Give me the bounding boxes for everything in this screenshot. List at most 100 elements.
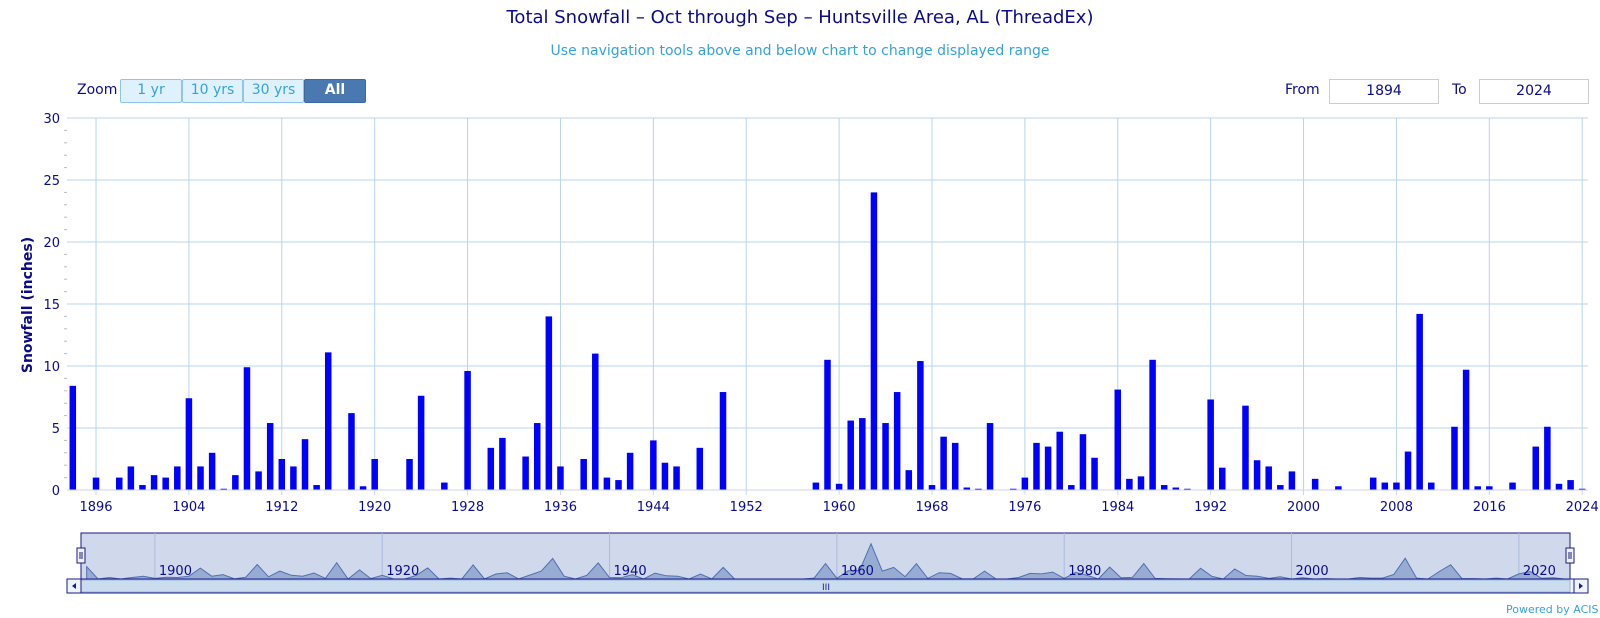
bar bbox=[1335, 486, 1342, 490]
bar bbox=[1207, 399, 1214, 490]
zoom-30yrs-button[interactable]: 30 yrs bbox=[243, 79, 304, 103]
y-axis-title: Snowfall (inches) bbox=[20, 237, 36, 373]
x-tick-label: 1920 bbox=[358, 500, 391, 515]
bar bbox=[1091, 457, 1098, 490]
x-tick-label: 1968 bbox=[915, 500, 948, 515]
scrollbar[interactable]: III bbox=[66, 578, 1589, 594]
bar bbox=[1555, 483, 1563, 490]
navigator[interactable]: 1900 1920 1940 1960 1980 2000 2020 bbox=[67, 532, 1588, 580]
bar bbox=[150, 475, 158, 490]
bar bbox=[1486, 486, 1493, 490]
bar bbox=[673, 466, 680, 490]
bar bbox=[1567, 480, 1574, 490]
bar bbox=[1578, 488, 1586, 490]
bar bbox=[1393, 482, 1400, 490]
bar bbox=[301, 439, 309, 490]
navigator-tick-labels: 1900 1920 1940 1960 1980 2000 2020 bbox=[159, 564, 1556, 579]
bar bbox=[719, 392, 727, 490]
bar bbox=[928, 485, 936, 490]
bar bbox=[1509, 482, 1516, 490]
bar bbox=[1044, 446, 1052, 490]
bar bbox=[1056, 431, 1063, 490]
bar bbox=[1160, 485, 1168, 490]
bar bbox=[371, 459, 378, 490]
bar bbox=[533, 423, 541, 490]
bar-series bbox=[69, 192, 1586, 490]
bar bbox=[174, 466, 181, 490]
navigator-left-handle[interactable] bbox=[76, 547, 86, 564]
bar bbox=[1369, 477, 1377, 490]
bar bbox=[1219, 467, 1226, 490]
zoom-1yr-button[interactable]: 1 yr bbox=[120, 79, 182, 103]
bar bbox=[1114, 389, 1122, 490]
x-tick-label: 1976 bbox=[1008, 500, 1041, 515]
bar bbox=[522, 456, 529, 490]
bar bbox=[1428, 482, 1435, 490]
bar bbox=[812, 482, 820, 490]
zoom-10yrs-button[interactable]: 10 yrs bbox=[182, 79, 243, 103]
bar bbox=[1137, 476, 1145, 490]
bar bbox=[278, 459, 286, 490]
navigator-tick-label: 1900 bbox=[159, 564, 192, 579]
range-to-input[interactable]: 2024 bbox=[1479, 79, 1589, 104]
bar bbox=[69, 385, 77, 490]
navigator-grid bbox=[154, 533, 1520, 579]
bar bbox=[615, 480, 622, 490]
bar bbox=[1253, 460, 1261, 490]
bar bbox=[1404, 451, 1412, 490]
bar bbox=[487, 447, 495, 490]
bar bbox=[232, 475, 239, 490]
bar bbox=[1451, 426, 1458, 490]
bar bbox=[917, 361, 924, 490]
scrollbar-left-button[interactable] bbox=[66, 578, 82, 594]
bar bbox=[1149, 359, 1156, 490]
scrollbar-grip-icon: III bbox=[822, 583, 830, 593]
bar bbox=[580, 459, 587, 490]
bar bbox=[650, 440, 657, 490]
scroll-left-arrow-icon bbox=[72, 583, 76, 589]
y-tick-label: 30 bbox=[43, 112, 60, 127]
bar bbox=[1277, 485, 1284, 490]
bar bbox=[1532, 446, 1540, 490]
bar bbox=[115, 477, 123, 490]
bar bbox=[859, 418, 866, 490]
range-from-input[interactable]: 1894 bbox=[1329, 79, 1439, 104]
x-tick-label: 1904 bbox=[172, 500, 205, 515]
zoom-label: Zoom bbox=[77, 82, 118, 98]
y-tick-label: 5 bbox=[52, 422, 60, 437]
x-tick-label: 1912 bbox=[265, 500, 298, 515]
scrollbar-right-button[interactable] bbox=[1573, 578, 1589, 594]
x-tick-label: 1944 bbox=[637, 500, 670, 515]
x-tick-label: 1936 bbox=[544, 500, 577, 515]
x-tick-label: 1928 bbox=[451, 500, 484, 515]
navigator-tick-label: 1920 bbox=[386, 564, 419, 579]
navigator-tick-label: 1940 bbox=[614, 564, 647, 579]
bar bbox=[220, 488, 227, 490]
x-tick-label: 2024 bbox=[1566, 500, 1599, 515]
bar bbox=[127, 466, 135, 490]
range-from-label: From bbox=[1285, 82, 1320, 98]
y-tick-label: 15 bbox=[43, 298, 60, 313]
x-tick-label: 2000 bbox=[1287, 500, 1320, 515]
bar bbox=[197, 466, 204, 490]
x-tick-label: 2008 bbox=[1380, 500, 1413, 515]
bar bbox=[1079, 434, 1087, 490]
bar bbox=[255, 471, 262, 490]
bar bbox=[1033, 442, 1040, 490]
bar bbox=[1416, 313, 1423, 490]
credit-link[interactable]: Powered by ACIS bbox=[1506, 603, 1599, 616]
chart-subtitle: Use navigation tools above and below cha… bbox=[550, 43, 1050, 59]
bar bbox=[1242, 405, 1249, 490]
bar bbox=[417, 395, 425, 490]
bar bbox=[1544, 426, 1551, 490]
zoom-all-button[interactable]: All bbox=[304, 79, 366, 103]
bar bbox=[243, 367, 251, 490]
bar bbox=[185, 398, 193, 490]
bar bbox=[499, 437, 506, 490]
navigator-tick-label: 1960 bbox=[841, 564, 874, 579]
bar bbox=[882, 423, 889, 490]
bar bbox=[893, 392, 901, 490]
bar bbox=[626, 452, 634, 490]
navigator-right-handle[interactable] bbox=[1565, 547, 1575, 564]
